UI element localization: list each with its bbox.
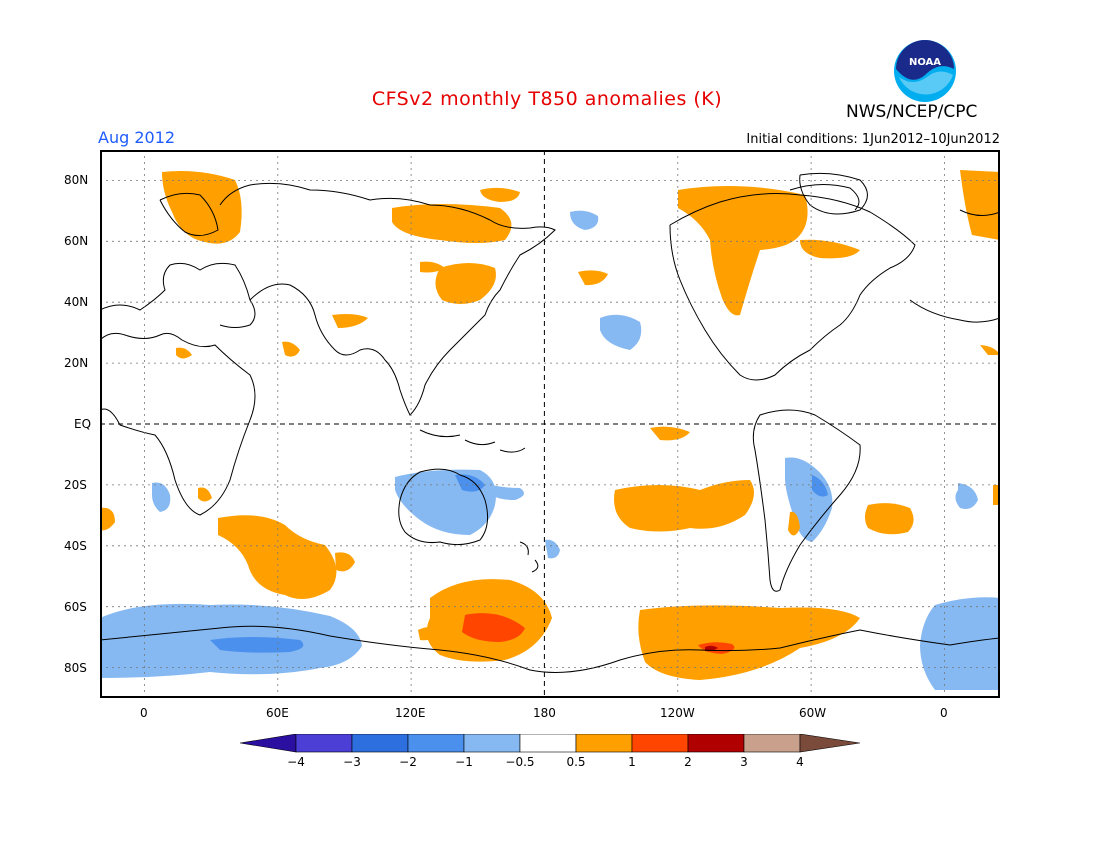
colorbar-bin [631,734,689,753]
lon-label: 60W [799,706,827,720]
noaa-logo-text: NOAA [909,57,941,68]
lat-label: EQ [74,417,92,431]
equator-and-dateline [100,150,1000,698]
colorbar-label: −4 [287,755,305,769]
colorbar-max-arrow [799,734,860,753]
colorbar-label: −2 [399,755,417,769]
colorbar-bin [687,734,745,753]
lon-label: 0 [140,706,148,720]
colorbar-bin [575,734,633,753]
initial-conditions: Initial conditions: 1Jun2012–10Jun2012 [746,132,1000,147]
colorbar-label: 0.5 [566,755,585,769]
lon-label: 180 [533,706,556,720]
lon-label: 0 [940,706,948,720]
colorbar-label: 4 [796,755,804,769]
colorbar-bin [295,734,353,753]
colorbar-label: −1 [455,755,473,769]
colorbar-label: −0.5 [505,755,534,769]
lon-label: 60E [266,706,289,720]
cold-anomalies-strong [210,474,828,653]
colorbar-min-arrow [240,734,297,753]
agency-label: NWS/NCEP/CPC [846,102,978,122]
forecast-month: Aug 2012 [98,128,176,147]
anomaly-map [100,150,1000,698]
lat-label: 80S [64,661,87,675]
colorbar-bin [519,734,577,753]
lon-label: 120W [660,706,695,720]
map-frame [100,150,1000,698]
lat-label: 60S [64,600,87,614]
noaa-logo: NOAA [894,40,956,102]
coastlines [100,172,1000,673]
graticule [100,150,1000,698]
colorbar-bin [407,734,465,753]
colorbar: −4 −3 −2 −1 −0.5 0.5 1 2 3 4 [240,734,860,769]
warm-anomalies-intense [705,645,718,652]
lat-label: 40S [64,539,87,553]
colorbar-label: 2 [684,755,692,769]
lat-label: 40N [64,295,89,309]
colorbar-bin [351,734,409,753]
colorbar-bin [463,734,521,753]
warm-anomalies [100,170,1000,680]
lat-label: 80N [64,173,89,187]
colorbar-bin [743,734,801,753]
colorbar-label: 1 [628,755,636,769]
colorbar-label: 3 [740,755,748,769]
map-title: CFSv2 monthly T850 anomalies (K) [371,88,723,110]
lon-label: 120E [395,706,426,720]
lat-label: 20N [64,356,89,370]
lat-label: 20S [64,478,87,492]
lat-label: 60N [64,234,89,248]
colorbar-label: −3 [343,755,361,769]
